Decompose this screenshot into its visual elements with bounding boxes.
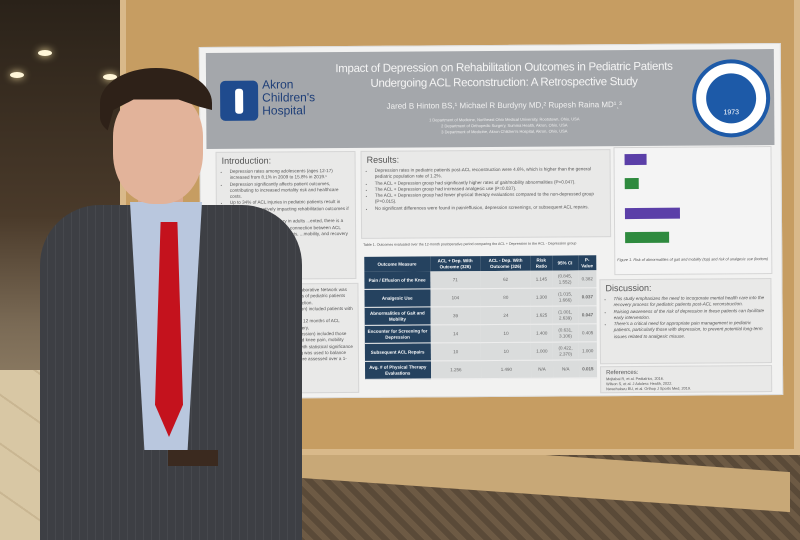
- discussion-section: Discussion: This study emphasizes the ne…: [599, 278, 772, 365]
- discussion-bullet: This study emphasizes the need to incorp…: [614, 295, 766, 309]
- figure-bar: [624, 153, 647, 166]
- neomed-seal-logo: 1973: [691, 59, 771, 138]
- discussion-heading: Discussion:: [605, 282, 652, 294]
- table-cell: 1.000: [578, 341, 597, 360]
- table-cell: N/A: [531, 360, 553, 379]
- table-cell: 1.490: [481, 360, 532, 379]
- table-cell: 0.405: [578, 323, 597, 342]
- table-header: ACL + Dep. With Outcome (326): [429, 256, 481, 272]
- table-cell: 0.037: [578, 287, 597, 306]
- ceiling-light: [103, 74, 117, 80]
- table-cell: (0.845, 1.552): [552, 270, 579, 289]
- table-cell: 0.015: [578, 359, 598, 378]
- table-cell: 71: [429, 271, 481, 289]
- table-cell: 1.000: [531, 342, 553, 361]
- references-section: References: Mojtabai R, et al. Pediatric…: [600, 365, 773, 394]
- table-cell: Abnormalities of Gait and Mobility: [364, 306, 431, 326]
- poster-authors: Jared B Hinton BS,¹ Michael R Burdyny MD…: [386, 100, 622, 111]
- table-cell: 62: [480, 270, 531, 289]
- table-cell: 0.382: [577, 270, 597, 288]
- table-cell: 1.625: [530, 306, 553, 325]
- table-cell: N/A: [552, 359, 579, 379]
- table-header: Outcome Measure: [364, 256, 430, 272]
- person-belt: [168, 450, 218, 466]
- intro-bullet: Depression rates among adolescents (ages…: [230, 168, 350, 181]
- table-cell: 24: [480, 306, 532, 325]
- table-cell: Analgesic Use: [364, 288, 431, 308]
- table-cell: 1.256: [430, 360, 482, 379]
- table-caption: Table 1. Outcomes evaluated over the 12-…: [363, 241, 577, 247]
- person-red-tie: [155, 222, 183, 437]
- results-heading: Results:: [366, 154, 400, 165]
- table-cell: Avg. # of Physical Therapy Evaluations: [364, 360, 431, 380]
- discussion-bullet: There's a critical need for appropriate …: [614, 320, 766, 340]
- ceiling-light: [10, 72, 24, 78]
- poster-header: Akron Children's Hospital Impact of Depres…: [205, 49, 775, 149]
- table-row: Avg. # of Physical Therapy Evaluations 1.…: [364, 359, 598, 380]
- table-row: Encounter for Screening for Depression 14…: [364, 323, 597, 344]
- figure-bar: [624, 177, 639, 190]
- akron-logo-text: Akron Children's Hospital: [261, 77, 316, 118]
- table-cell: 10: [480, 324, 532, 343]
- table-cell: (0.631, 3.106): [552, 323, 579, 343]
- table-row: Pain / Effusion of the Knee 71 62 1.145 (0.8…: [364, 270, 597, 290]
- results-bullet: No significant differences were found in…: [375, 204, 605, 212]
- akron-childrens-logo: [220, 80, 259, 121]
- figure-bar: [625, 231, 670, 244]
- table-cell: (1.015, 1.666): [552, 287, 579, 307]
- table-header: Risk Ratio: [530, 255, 553, 271]
- table-cell: 0.047: [578, 305, 597, 324]
- figure-caption: Figure 1. Risk of abnormalities of gait …: [617, 257, 769, 263]
- table-header: ACL - Dep. With Outcome (326): [480, 255, 531, 272]
- discussion-bullet: Raising awareness of the risk of depress…: [614, 308, 766, 322]
- table-cell: 1.300: [530, 288, 553, 307]
- table-row: Subsequent ACL Repairs 10 10 1.000 (0.422, 2…: [364, 341, 597, 362]
- table-cell: 14: [430, 324, 482, 343]
- seal-year: 1973: [705, 73, 757, 124]
- table-cell: 104: [429, 288, 481, 307]
- person-face: [113, 92, 203, 204]
- intro-bullet: Depression significantly affects patient…: [230, 181, 350, 201]
- reference-item: Nwachukwu BU, et al. Orthop J Sports Med…: [606, 386, 692, 392]
- table-cell: (1.001, 2.639): [552, 305, 579, 325]
- poster-title: Impact of Depression on Rehabilitation O…: [318, 60, 690, 93]
- table-cell: 1.400: [531, 324, 553, 343]
- table-cell: Subsequent ACL Repairs: [364, 342, 431, 362]
- table-header: P-Value: [577, 255, 597, 271]
- table-row: Analgesic Use 104 80 1.300 (1.015, 1.666) 0.0…: [364, 287, 597, 308]
- figure-bar: [624, 207, 680, 220]
- table-cell: (0.422, 2.370): [552, 341, 579, 361]
- table-row: Abnormalities of Gait and Mobility 39 24 1.…: [364, 305, 597, 326]
- introduction-heading: Introduction:: [221, 155, 272, 166]
- figure-1: Figure 1. Risk of abnormalities of gait …: [613, 146, 773, 276]
- table-cell: Pain / Effusion of the Knee: [364, 271, 430, 290]
- table-cell: 1.145: [530, 270, 553, 289]
- table-cell: Encounter for Screening for Depression: [364, 324, 431, 344]
- table-cell: 39: [430, 306, 481, 325]
- table-cell: 10: [481, 342, 532, 361]
- table-cell: 80: [480, 288, 531, 307]
- title-line-2: Undergoing ACL Reconstruction: A Retrosp…: [370, 75, 638, 90]
- results-section: Results: Depression rates in pediatric p…: [360, 149, 612, 239]
- table-header: 95% CI: [551, 255, 578, 271]
- ceiling-light: [38, 50, 52, 56]
- table-cell: 10: [430, 342, 482, 361]
- outcomes-table: Outcome Measure ACL + Dep. With Outcome …: [364, 255, 598, 380]
